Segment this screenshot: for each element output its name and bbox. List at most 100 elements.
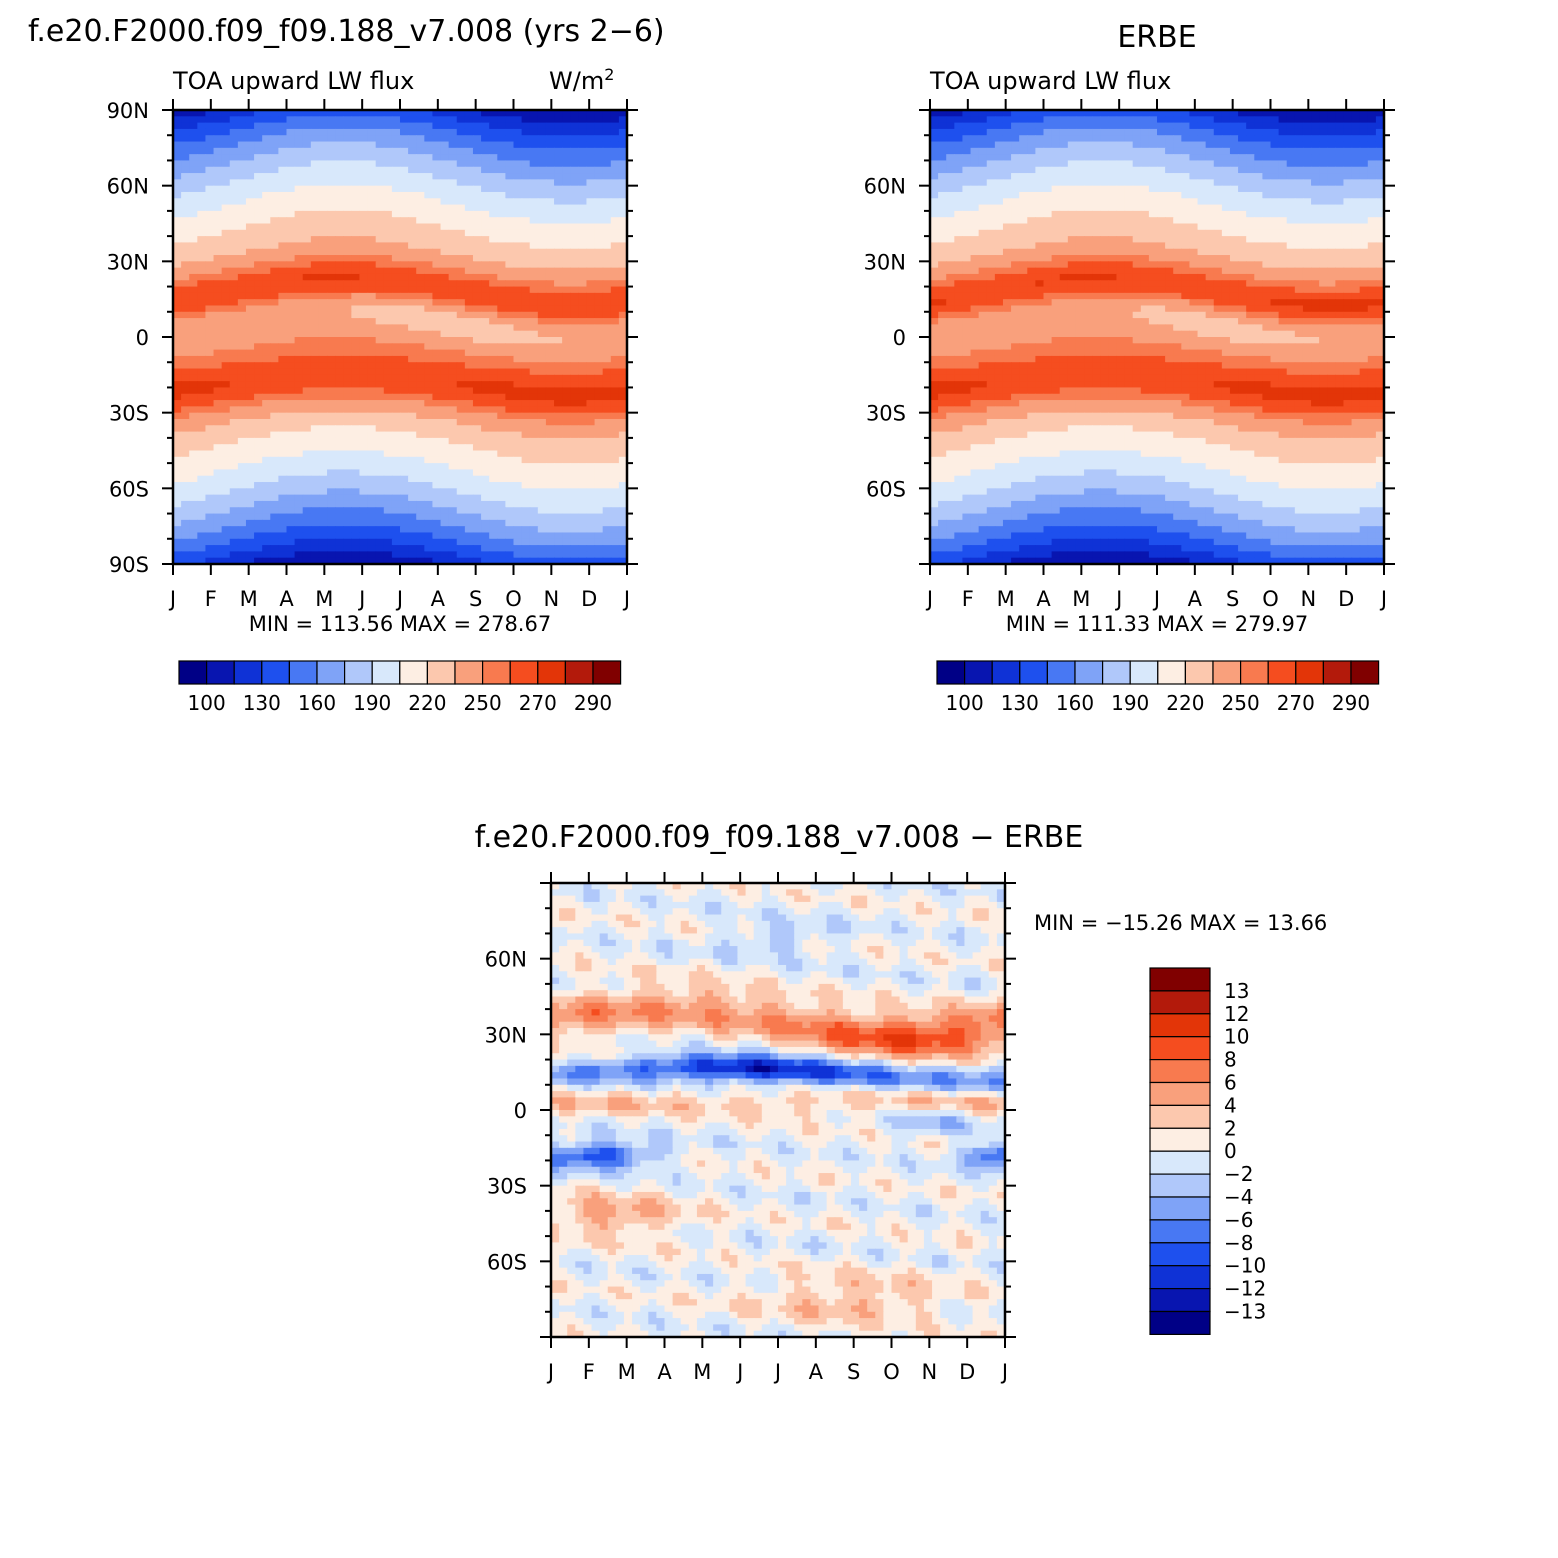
field-cell — [335, 418, 344, 426]
field-cell — [262, 393, 271, 401]
field-cell — [229, 488, 239, 496]
field-cell — [562, 526, 571, 534]
field-cell — [586, 135, 596, 143]
field-cell — [245, 273, 255, 281]
field-cell — [602, 494, 612, 502]
field-cell — [570, 355, 579, 363]
field-cell — [351, 463, 361, 471]
field-cell — [586, 557, 596, 564]
field-cell — [578, 374, 588, 382]
field-cell — [270, 557, 279, 564]
field-cell — [537, 116, 547, 124]
field-cell — [318, 255, 328, 262]
field-cell — [1059, 173, 1069, 180]
field-cell — [302, 185, 312, 193]
field-cell — [545, 324, 555, 332]
field-cell — [448, 400, 458, 407]
field-cell — [286, 437, 296, 445]
field-cell — [424, 311, 434, 319]
field-cell — [213, 463, 223, 471]
field-cell — [489, 463, 498, 471]
field-cell — [456, 122, 466, 130]
field-cell — [245, 110, 255, 117]
field-cell — [994, 179, 1004, 187]
field-cell — [521, 217, 531, 225]
field-cell — [1173, 116, 1182, 124]
field-cell — [537, 355, 547, 363]
field-cell — [335, 141, 344, 149]
field-cell — [1173, 173, 1182, 180]
field-cell — [1043, 116, 1053, 124]
field-cell — [278, 280, 288, 288]
colorbar-label: 130 — [243, 691, 281, 715]
field-cell — [254, 551, 263, 559]
field-cell — [245, 337, 255, 344]
field-cell — [318, 185, 328, 193]
field-cell — [456, 173, 466, 180]
field-cell — [505, 450, 515, 458]
field-cell — [229, 519, 239, 527]
field-cell — [570, 475, 579, 483]
field-cell — [237, 400, 247, 407]
field-cell — [173, 507, 182, 515]
field-cell — [213, 210, 223, 218]
field-cell — [221, 526, 231, 534]
field-cell — [602, 437, 612, 445]
field-cell — [383, 456, 393, 464]
field-cell — [1148, 110, 1158, 117]
field-cell — [400, 475, 409, 483]
field-cell — [610, 286, 620, 294]
field-cell — [310, 273, 320, 281]
field-cell — [173, 488, 182, 496]
field-cell — [237, 160, 247, 168]
field-cell — [270, 463, 279, 471]
field-cell — [327, 463, 336, 471]
field-cell — [472, 381, 482, 389]
field-cell — [400, 381, 409, 389]
field-cell — [1335, 122, 1345, 130]
field-cell — [472, 368, 482, 376]
field-cell — [278, 387, 288, 395]
field-cell — [602, 406, 612, 414]
field-cell — [521, 488, 531, 496]
field-cell — [562, 500, 571, 508]
field-cell — [391, 292, 401, 300]
field-cell — [302, 248, 312, 256]
field-cell — [294, 406, 304, 414]
field-cell — [335, 273, 344, 281]
field-cell — [197, 286, 207, 294]
field-cell — [213, 519, 223, 527]
field-cell — [213, 387, 223, 395]
field-cell — [489, 450, 498, 458]
field-cell — [375, 463, 385, 471]
field-cell — [229, 437, 239, 445]
field-cell — [554, 362, 563, 370]
field-cell — [351, 412, 361, 420]
field-cell — [1286, 135, 1296, 143]
field-cell — [586, 242, 596, 250]
field-cell — [367, 507, 377, 515]
field-cell — [472, 223, 482, 231]
field-cell — [237, 343, 247, 351]
field-cell — [562, 242, 571, 250]
field-cell — [602, 242, 612, 250]
field-cell — [197, 305, 207, 313]
field-cell — [197, 551, 207, 559]
field-cell — [286, 273, 296, 281]
field-cell — [1262, 160, 1272, 168]
field-cell — [537, 349, 547, 357]
field-cell — [1197, 179, 1207, 187]
field-cell — [286, 482, 296, 489]
field-cell — [213, 223, 223, 231]
field-cell — [456, 513, 466, 521]
field-cell — [416, 160, 425, 168]
field-cell — [1002, 179, 1012, 187]
field-cell — [472, 191, 482, 199]
field-cell — [286, 418, 296, 426]
field-cell — [505, 292, 515, 300]
field-cell — [1108, 141, 1118, 149]
field-cell — [286, 545, 296, 552]
field-cell — [521, 128, 531, 136]
field-cell — [318, 223, 328, 231]
field-cell — [181, 299, 190, 307]
